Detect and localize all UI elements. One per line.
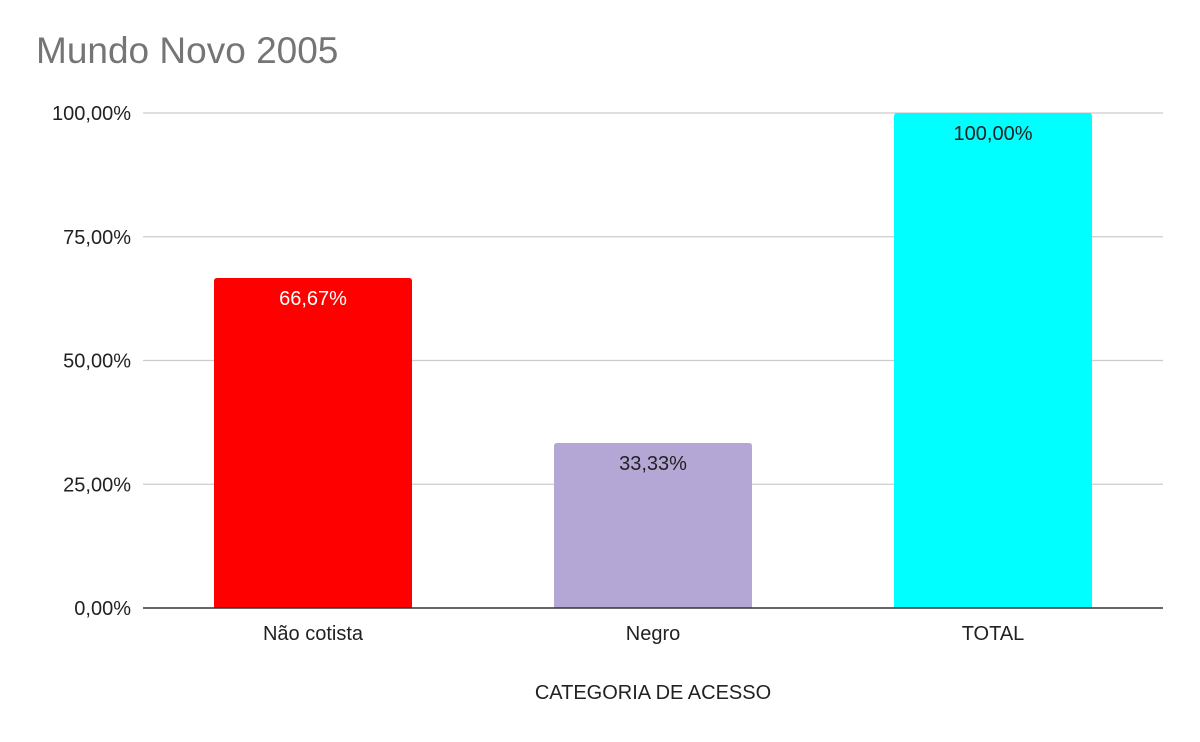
- data-label: 33,33%: [619, 453, 687, 475]
- x-tick-label: TOTAL: [962, 623, 1025, 645]
- x-tick-label: Não cotista: [263, 623, 364, 645]
- x-axis-title: CATEGORIA DE ACESSO: [535, 682, 771, 704]
- bar[interactable]: [894, 113, 1092, 608]
- y-tick-label: 0,00%: [74, 598, 131, 620]
- y-tick-label: 50,00%: [63, 351, 131, 373]
- bar[interactable]: [214, 277, 412, 608]
- y-tick-label: 75,00%: [63, 227, 131, 249]
- data-label: 100,00%: [954, 123, 1033, 145]
- data-label: 66,67%: [279, 288, 347, 310]
- chart-title: Mundo Novo 2005: [36, 30, 339, 71]
- y-tick-label: 25,00%: [63, 474, 131, 496]
- x-tick-label: Negro: [626, 623, 680, 645]
- bar[interactable]: [554, 443, 752, 608]
- y-tick-label: 100,00%: [52, 103, 131, 125]
